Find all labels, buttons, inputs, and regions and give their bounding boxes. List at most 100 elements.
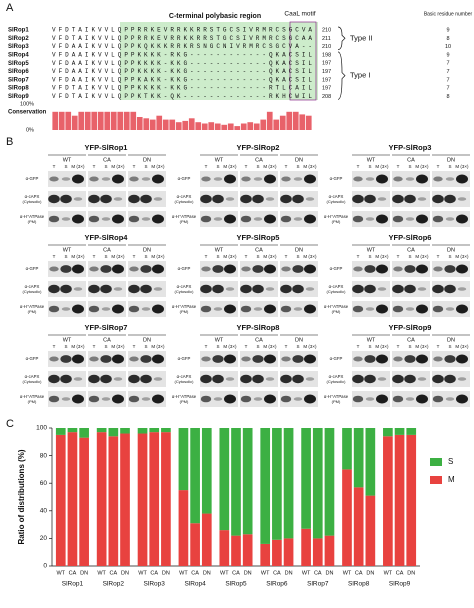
blot-band (152, 174, 164, 184)
x-tick-label: DN (285, 570, 293, 576)
bar-segment (301, 528, 311, 566)
conservation-bar (84, 111, 91, 130)
antibody-label: α-GFP (26, 176, 39, 181)
blot-band (252, 284, 264, 294)
basic-number: 9 (446, 27, 449, 33)
blot-band (432, 305, 444, 313)
blot-band (456, 394, 468, 404)
antibody-label: α-GFP (178, 266, 191, 271)
blot-band (213, 397, 223, 401)
blot-band (433, 266, 443, 272)
x-tick-label: DN (203, 570, 211, 576)
conservation-bar (52, 111, 59, 130)
blot-band (224, 394, 236, 404)
bar-segment (178, 490, 189, 566)
blot-band (141, 217, 151, 221)
row-name: SlRop7 (8, 77, 29, 83)
x-tick-label: DN (80, 570, 88, 576)
condition-label: WT (63, 337, 72, 343)
blot-band (444, 355, 456, 363)
bracket (337, 26, 346, 50)
conservation-bar (201, 123, 208, 130)
length: 210 (322, 44, 331, 50)
blot-band (72, 174, 84, 184)
blot-band (152, 394, 164, 404)
lane-label: T (133, 344, 136, 349)
lane-label: T (205, 164, 208, 169)
blot-band (304, 214, 316, 224)
lane-label: S (408, 344, 411, 349)
blot-band (457, 377, 467, 381)
lane-label: T (285, 164, 288, 169)
blot-band (129, 356, 139, 362)
bar-segment (137, 433, 148, 566)
type-label: Type II (350, 33, 373, 42)
antibody-label: α-cAPX (329, 194, 344, 199)
conservation-bar (104, 111, 111, 130)
blot-band (88, 374, 100, 384)
blot-band (416, 394, 428, 404)
x-tick-label: WT (302, 570, 311, 576)
panel-label: C (6, 418, 14, 430)
blot-band (100, 374, 112, 384)
lane-label: M (3×) (71, 344, 85, 349)
blot-band (141, 177, 151, 181)
blot-band (293, 217, 303, 221)
bar-segment (383, 428, 393, 437)
blot-band (112, 264, 124, 274)
antibody-label: α-GFP (178, 176, 191, 181)
x-tick-label: CA (110, 570, 118, 576)
lane-label: S (216, 344, 219, 349)
bar-segment (79, 437, 89, 566)
blot-band (405, 307, 415, 311)
blot-band (305, 287, 315, 291)
antibody-note: (Cytosolic) (175, 289, 195, 294)
bar-segment (406, 434, 417, 566)
blot-band (376, 264, 388, 274)
conservation-bar (279, 115, 286, 130)
blot-band (240, 374, 252, 384)
blot-band (212, 355, 224, 363)
lane-label: T (53, 344, 56, 349)
blot-band (89, 356, 99, 362)
antibody-label: α-GFP (330, 356, 343, 361)
lane-label: T (53, 164, 56, 169)
blot-band (200, 215, 212, 223)
lane-label: T (437, 164, 440, 169)
basic-number: 7 (446, 61, 449, 67)
blot-band (265, 197, 275, 201)
blot-band (212, 265, 224, 273)
blot-band (201, 176, 211, 182)
lane-label: M (3×) (223, 254, 237, 259)
blot-band (416, 304, 428, 314)
conservation-bar (91, 111, 98, 130)
y-tick-label: 40 (40, 508, 48, 515)
blot-band (100, 194, 112, 204)
blot-band (445, 217, 455, 221)
antibody-note: (PM) (332, 219, 341, 224)
blot-band (48, 284, 60, 294)
blot-band (304, 264, 316, 274)
blot-band (73, 287, 83, 291)
conservation-tick: 100% (20, 101, 34, 107)
blot-band (376, 304, 388, 314)
blot-band (241, 266, 251, 272)
blot-band (416, 354, 428, 364)
conservation-bar (208, 122, 215, 130)
blot-band (265, 377, 275, 381)
antibody-note: (Cytosolic) (23, 289, 43, 294)
lane-label: T (397, 344, 400, 349)
blot-band (393, 356, 403, 362)
antibody-label: α-H⁺ATPase (20, 304, 45, 309)
bar-segment (242, 428, 253, 535)
blot-band (293, 177, 303, 181)
conservation-bar (273, 119, 280, 130)
conservation-bar (266, 111, 273, 130)
lane-label: S (104, 344, 107, 349)
lane-label: S (448, 164, 451, 169)
condition-label: WT (367, 337, 376, 343)
lane-label: S (64, 344, 67, 349)
blot-band (292, 194, 304, 204)
antibody-label: α-cAPX (177, 374, 192, 379)
